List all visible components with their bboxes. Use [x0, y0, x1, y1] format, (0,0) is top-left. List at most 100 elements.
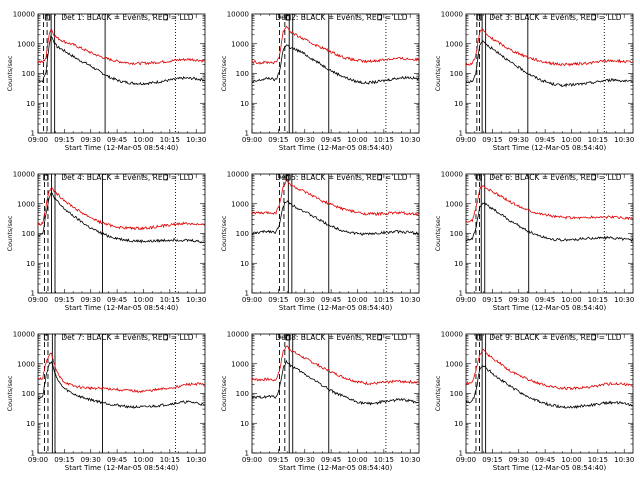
detector-panel-4: 1 10 100 1000 10000 09:00 09:15 09:30 09:45 10:00…	[6, 171, 206, 313]
x-tick-label: 09:30	[509, 296, 529, 304]
y-tick-label: 10	[240, 100, 249, 108]
af-marker-box	[43, 174, 48, 181]
series-line-lld	[251, 25, 419, 65]
c-marker-box	[377, 14, 383, 21]
y-tick-label: 1	[459, 130, 463, 138]
x-tick-label: 09:15	[482, 136, 502, 144]
series-line-lld	[251, 178, 419, 217]
plot-frame	[465, 173, 634, 294]
detector-panel-3: 1 10 100 1000 10000 09:00 09:15 09:30 09:45 10:00…	[434, 11, 634, 153]
y-tick-label: 1	[31, 290, 35, 298]
c-marker-box	[163, 334, 169, 341]
y-tick-label: 1000	[231, 40, 249, 48]
y-tick-label: 1000	[17, 40, 35, 48]
x-axis-label: Start Time (12-Mar-05 08:54:40)	[65, 304, 179, 312]
x-tick-label: 10:30	[186, 456, 206, 464]
x-tick-label: 09:30	[509, 456, 529, 464]
x-tick-label: 10:00	[133, 456, 153, 464]
x-tick-label: 09:45	[321, 296, 341, 304]
x-tick-label: 09:45	[321, 456, 341, 464]
x-axis-label: Start Time (12-Mar-05 08:54:40)	[279, 144, 393, 152]
x-axis-label: Start Time (12-Mar-05 08:54:40)	[65, 144, 179, 152]
af-marker-box	[285, 14, 290, 21]
y-tick-label: 100	[22, 390, 35, 398]
y-axis-label: Counts/sec	[6, 375, 14, 411]
x-tick-label: 10:00	[347, 296, 367, 304]
y-tick-label: 10000	[441, 331, 463, 339]
x-tick-label: 09:15	[482, 456, 502, 464]
x-tick-label: 09:30	[509, 136, 529, 144]
y-tick-label: 10000	[227, 331, 249, 339]
af-marker-box	[476, 14, 482, 21]
y-tick-label: 100	[22, 70, 35, 78]
series-line-events	[251, 199, 419, 236]
panel-title: Det 7: BLACK = Events, RED = LLD	[61, 333, 193, 342]
series-line-lld	[251, 345, 419, 386]
series-line-lld	[37, 187, 205, 231]
y-axis-label: Counts/sec	[220, 375, 228, 411]
y-tick-label: 10	[240, 260, 249, 268]
detector-panel-1: 1 10 100 1000 10000 09:00 09:15 09:30 09:45 10:00…	[6, 11, 206, 153]
x-tick-label: 09:45	[107, 136, 127, 144]
y-tick-label: 1000	[445, 200, 463, 208]
y-tick-label: 1000	[17, 200, 35, 208]
x-tick-label: 09:00	[456, 136, 476, 144]
series-line-events	[37, 361, 205, 410]
plot-frame	[37, 173, 206, 294]
x-tick-label: 09:30	[295, 296, 315, 304]
y-axis-label: Counts/sec	[220, 55, 228, 91]
y-tick-label: 1	[459, 450, 463, 458]
x-tick-label: 10:15	[374, 296, 394, 304]
x-tick-label: 10:00	[133, 136, 153, 144]
af-marker-box	[476, 174, 482, 181]
c-marker-box	[591, 174, 597, 181]
x-tick-label: 09:00	[28, 136, 48, 144]
x-axis-label: Start Time (12-Mar-05 08:54:40)	[65, 464, 179, 472]
x-tick-label: 09:00	[28, 296, 48, 304]
y-tick-label: 10000	[13, 171, 35, 179]
x-tick-label: 10:00	[561, 296, 581, 304]
y-tick-label: 1	[245, 130, 249, 138]
y-tick-label: 10000	[227, 171, 249, 179]
c-marker-box	[377, 174, 383, 181]
x-tick-label: 10:15	[588, 296, 608, 304]
y-tick-label: 10	[240, 420, 249, 428]
x-tick-label: 09:15	[54, 296, 74, 304]
x-tick-label: 09:15	[268, 136, 288, 144]
x-tick-label: 10:15	[160, 456, 180, 464]
x-tick-label: 10:30	[186, 136, 206, 144]
x-tick-label: 10:30	[400, 456, 420, 464]
series-line-lld	[465, 348, 633, 391]
panel-title: Det 5: BLACK = Events, RED = LLD	[275, 173, 407, 182]
x-tick-label: 09:15	[54, 136, 74, 144]
y-tick-label: 100	[450, 70, 463, 78]
c-marker-box	[377, 334, 383, 341]
y-tick-label: 10	[454, 100, 463, 108]
panel-title: Det 9: BLACK = Events, RED = LLD	[489, 333, 621, 342]
x-axis-label: Start Time (12-Mar-05 08:54:40)	[493, 304, 607, 312]
x-tick-label: 10:15	[160, 296, 180, 304]
x-tick-label: 10:00	[561, 456, 581, 464]
detector-panel-8: 1 10 100 1000 10000 09:00 09:15 09:30 09:45 10:00…	[220, 331, 420, 473]
y-tick-label: 10	[26, 100, 35, 108]
x-axis-label: Start Time (12-Mar-05 08:54:40)	[493, 464, 607, 472]
af-marker-box	[476, 334, 482, 341]
y-tick-label: 100	[236, 390, 249, 398]
y-tick-label: 1	[245, 290, 249, 298]
plot-frame	[37, 333, 206, 454]
x-tick-label: 10:00	[133, 296, 153, 304]
y-tick-label: 1	[459, 290, 463, 298]
y-tick-label: 1000	[17, 360, 35, 368]
af-marker-box	[285, 334, 290, 341]
x-axis-label: Start Time (12-Mar-05 08:54:40)	[279, 304, 393, 312]
x-tick-label: 10:30	[400, 136, 420, 144]
detector-panel-2: 1 10 100 1000 10000 09:00 09:15 09:30 09:45 10:00…	[220, 11, 420, 153]
c-marker-box	[591, 14, 597, 21]
y-tick-label: 10	[26, 260, 35, 268]
detector-panel-9: 1 10 100 1000 10000 09:00 09:15 09:30 09:45 10:00…	[434, 331, 634, 473]
x-tick-label: 09:45	[321, 136, 341, 144]
y-tick-label: 100	[450, 390, 463, 398]
x-tick-label: 10:30	[614, 296, 634, 304]
y-tick-label: 100	[22, 230, 35, 238]
x-tick-label: 09:45	[535, 296, 555, 304]
